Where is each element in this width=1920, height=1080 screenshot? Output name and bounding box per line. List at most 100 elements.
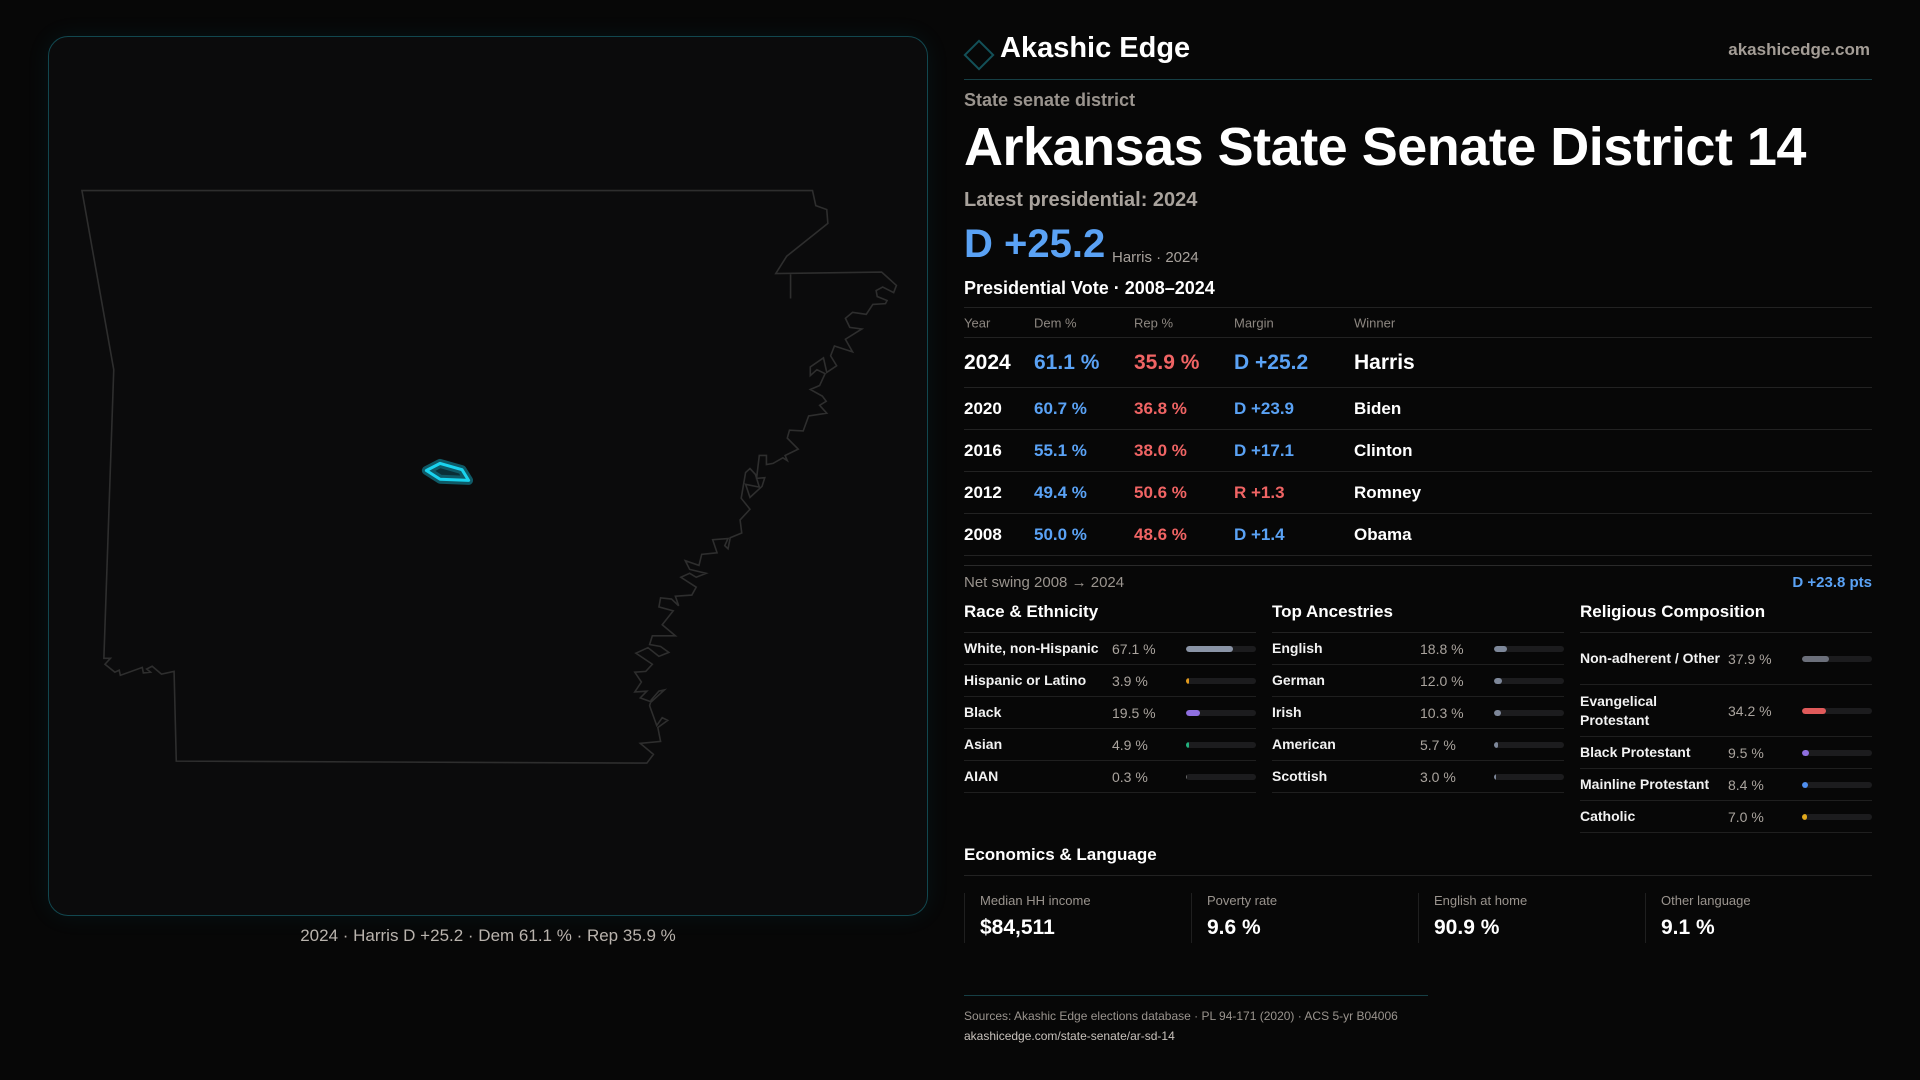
winner-cell: Romney [1354,482,1422,502]
item-bar [1802,655,1872,662]
margin-cell: D +17.1 [1234,440,1295,460]
rep-cell: 48.6 % [1134,524,1187,544]
item-bar [1494,677,1564,684]
item-bar [1186,677,1256,684]
latest-margin: D +25.2 [964,222,1106,266]
margin-cell: D +23.9 [1234,398,1295,418]
item-percent: 8.4 % [1728,776,1764,793]
rep-cell: 36.8 % [1134,398,1187,418]
item-bar-fill [1494,677,1503,684]
col-margin: Margin [1234,315,1274,330]
item-bar [1186,645,1256,652]
item-percent: 34.2 % [1728,702,1772,719]
item-percent: 5.7 % [1420,736,1456,753]
list-item: German 12.0 % [1272,665,1564,697]
item-bar-fill [1494,645,1508,652]
item-bar-fill [1802,707,1826,714]
item-bar [1494,709,1564,716]
dem-cell: 55.1 % [1034,440,1087,460]
table-row[interactable]: 2008 50.0 % 48.6 % D +1.4 Obama [964,514,1872,556]
item-label: Non-adherent / Other [1580,650,1721,666]
item-bar [1494,773,1564,780]
list-item: English 18.8 % [1272,633,1564,665]
item-label: American [1272,736,1336,752]
item-percent: 9.5 % [1728,744,1764,761]
item-label: English [1272,640,1323,656]
item-label: AIAN [964,768,999,784]
net-swing-label: Net swing 2008 → 2024 [964,574,1125,591]
item-bar-fill [1494,773,1497,780]
item-bar-fill [1186,645,1233,652]
map-caption: 2024 · Harris D +25.2 · Dem 61.1 % · Rep… [300,926,676,945]
item-bar [1494,741,1564,748]
item-label: Asian [964,736,1003,752]
state-map[interactable] [60,170,920,790]
col-year: Year [964,315,991,330]
item-percent: 12.0 % [1420,672,1464,689]
item-bar [1186,773,1256,780]
winner-cell: Obama [1354,524,1412,544]
net-swing-value: D +23.8 pts [1792,574,1872,591]
item-label: Scottish [1272,768,1328,784]
margin-cell: D +1.4 [1234,524,1285,544]
brand-name[interactable]: Akashic Edge [1000,32,1191,64]
list-item: Mainline Protestant 8.4 % [1580,769,1872,801]
item-label: Evangelical Protestant [1580,692,1658,728]
item-percent: 19.5 % [1112,704,1156,721]
item-percent: 37.9 % [1728,650,1772,667]
table-row[interactable]: 2024 61.1 % 35.9 % D +25.2 Harris [964,338,1872,388]
list-item: Non-adherent / Other 37.9 % [1580,633,1872,685]
stat-value: $84,511 [980,916,1055,939]
item-bar [1802,707,1872,714]
item-label: Catholic [1580,808,1636,824]
dem-cell: 50.0 % [1034,524,1087,544]
district-type: State senate district [964,90,1136,110]
item-percent: 3.9 % [1112,672,1148,689]
table-row[interactable]: 2012 49.4 % 50.6 % R +1.3 Romney [964,472,1872,514]
item-bar [1802,781,1872,788]
item-bar-fill [1802,813,1807,820]
item-bar-fill [1802,749,1809,756]
list-item: American 5.7 % [1272,729,1564,761]
list-item: White, non-Hispanic 67.1 % [964,633,1256,665]
header: Akashic Edge akashicedge.com [963,30,1872,80]
item-bar-fill [1186,773,1188,780]
section-title: Religious Composition [1580,602,1872,633]
sources-url[interactable]: akashicedge.com/state-senate/ar-sd-14 [964,1029,1175,1043]
year-cell: 2008 [964,524,1002,544]
stat-label: English at home [1434,893,1528,908]
district-highlight[interactable] [426,463,468,480]
item-label: White, non-Hispanic [964,640,1099,656]
stat-value: 9.6 % [1207,916,1261,939]
sources: Sources: Akashic Edge elections database… [964,995,1428,1046]
table-row[interactable]: 2020 60.7 % 36.8 % D +23.9 Biden [964,388,1872,430]
col-winner: Winner [1354,315,1396,330]
stat-card: Median HH income $84,511 [964,893,1191,943]
site-link[interactable]: akashicedge.com [1728,40,1870,59]
dem-cell: 61.1 % [1034,350,1100,374]
table-row[interactable]: 2016 55.1 % 38.0 % D +17.1 Clinton [964,430,1872,472]
presidential-table: Year Dem % Rep % Margin Winner 2024 61.1 … [964,307,1872,556]
list-item: Irish 10.3 % [1272,697,1564,729]
item-bar-fill [1186,709,1200,716]
item-bar [1494,645,1564,652]
item-bar-fill [1802,655,1829,662]
latest-presidential: Latest presidential: 2024 [964,189,1198,211]
list-item: Black Protestant 9.5 % [1580,737,1872,769]
item-label: German [1272,672,1325,688]
item-percent: 7.0 % [1728,808,1764,825]
rep-cell: 35.9 % [1134,350,1200,374]
item-label: Mainline Protestant [1580,776,1710,792]
list-item: Asian 4.9 % [964,729,1256,761]
winner-cell: Harris [1354,350,1415,374]
list-item: Hispanic or Latino 3.9 % [964,665,1256,697]
year-cell: 2024 [964,350,1011,374]
col-rep: Rep % [1134,315,1174,330]
page-title: Arkansas State Senate District 14 [964,117,1806,177]
item-label: Black Protestant [1580,744,1691,760]
item-bar [1802,813,1872,820]
map-panel[interactable] [48,36,928,916]
item-bar-fill [1494,741,1498,748]
economics-cards: Median HH income $84,511 Poverty rate 9.6 %… [964,893,1872,943]
item-label: Black [964,704,1002,720]
